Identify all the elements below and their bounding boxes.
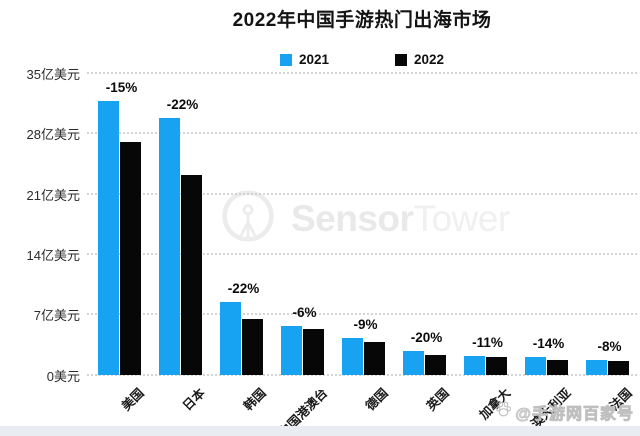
y-axis-label: 28亿美元	[26, 127, 80, 143]
bar-2021-3	[281, 326, 302, 375]
legend: 2021 2022	[86, 52, 638, 67]
bar-2021-2	[220, 302, 241, 375]
chart-title: 2022年中国手游热门出海市场	[232, 10, 492, 31]
pct-change-label: -15%	[105, 79, 138, 95]
x-axis-label: 德国	[363, 385, 392, 414]
gridline	[86, 132, 638, 135]
bottom-strip	[0, 426, 640, 436]
bar-2021-8	[586, 360, 607, 375]
bar-2022-2	[242, 318, 263, 375]
pct-change-label: -22%	[227, 281, 260, 297]
bar-2022-3	[303, 329, 324, 375]
bar-2022-1	[181, 174, 202, 375]
pct-change-label: -8%	[597, 339, 622, 355]
baijiahao-watermark: @手游网百家号	[495, 400, 634, 424]
x-axis-label: 日本	[180, 385, 209, 414]
bar-2021-7	[525, 357, 546, 375]
legend-item-2021: 2021	[279, 52, 329, 67]
baijiahao-watermark-text: @手游网百家号	[515, 406, 634, 424]
x-axis-label: 韩国	[241, 385, 270, 414]
gridline	[86, 192, 638, 195]
legend-label-2022: 2022	[414, 52, 445, 67]
sensortower-logo-icon	[221, 189, 275, 248]
bar-2021-4	[342, 338, 363, 375]
legend-swatch-2022	[395, 53, 407, 66]
baijiahao-paw-icon	[495, 401, 512, 423]
bar-2022-7	[547, 360, 568, 375]
pct-change-label: -22%	[166, 96, 199, 112]
gridline	[86, 373, 638, 376]
sensortower-watermark: SensorTower	[221, 189, 510, 248]
bar-2021-5	[403, 350, 424, 375]
y-axis-label: 14亿美元	[26, 248, 80, 264]
bar-2021-1	[159, 117, 180, 375]
legend-label-2021: 2021	[298, 52, 329, 67]
bar-2022-4	[364, 341, 385, 375]
pct-change-label: -14%	[532, 336, 565, 352]
bar-2022-0	[120, 141, 141, 375]
legend-item-2022: 2022	[395, 52, 444, 67]
sensortower-wordmark: SensorTower	[291, 198, 510, 239]
y-axis-label: 0美元	[46, 368, 80, 384]
bar-2021-6	[464, 355, 485, 375]
x-axis-label: 英国	[424, 385, 453, 414]
gridline	[86, 72, 638, 74]
bar-2022-6	[486, 357, 507, 375]
y-axis-label: 21亿美元	[26, 187, 80, 203]
x-axis-label: 美国	[119, 385, 148, 414]
y-axis-label: 35亿美元	[26, 67, 80, 82]
y-axis-label: 7亿美元	[33, 308, 80, 324]
legend-swatch-2021	[279, 53, 292, 66]
pct-change-label: -20%	[410, 329, 443, 345]
pct-change-label: -9%	[353, 317, 378, 333]
gridline	[86, 313, 638, 316]
bar-2022-5	[425, 354, 446, 375]
pct-change-label: -6%	[292, 305, 317, 321]
pct-change-label: -11%	[472, 334, 503, 350]
bar-2021-0	[98, 100, 119, 375]
bar-2022-8	[608, 360, 629, 375]
gridline	[86, 253, 638, 256]
